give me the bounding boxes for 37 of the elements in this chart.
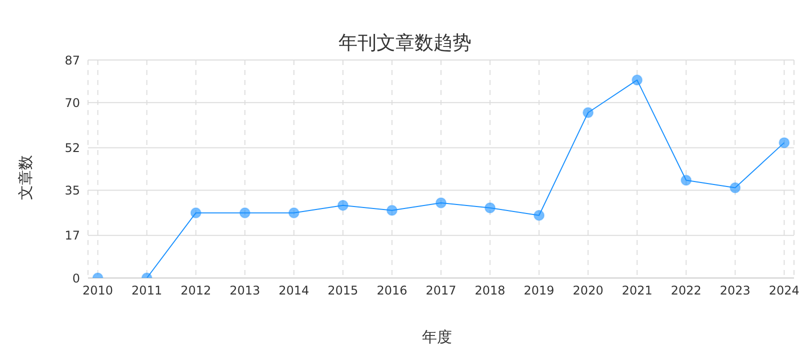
x-tick-label: 2022 — [670, 284, 702, 298]
y-tick-label: 0 — [72, 271, 80, 286]
x-tick-label: 2018 — [474, 284, 506, 298]
x-tick-label: 2010 — [82, 284, 114, 298]
x-tick-label: 2021 — [622, 284, 652, 298]
x-tick-label: 2013 — [230, 284, 260, 298]
x-tick-label: 2024 — [768, 284, 800, 298]
point — [582, 107, 594, 118]
point — [239, 207, 250, 218]
x-tick-label: 2015 — [328, 284, 358, 298]
point — [288, 207, 300, 218]
x-tick-label: 2016 — [376, 284, 408, 298]
x-tick-label: 2014 — [278, 284, 310, 298]
point — [386, 204, 398, 216]
point — [778, 137, 790, 148]
chart-title: 年刊文章数趋势 — [338, 32, 472, 54]
y-axis-title: 文章数 — [16, 155, 36, 200]
y-tick-label: 35 — [64, 184, 80, 198]
y-tick-label: 52 — [64, 140, 80, 155]
x-tick-label: 2017 — [426, 284, 456, 298]
y-tick-label: 70 — [64, 96, 80, 110]
y-tick-label: 17 — [64, 228, 80, 243]
point — [632, 74, 643, 86]
x-tick-label: 2020 — [572, 284, 604, 298]
point — [730, 182, 741, 194]
point — [534, 210, 545, 221]
x-tick-label: 2012 — [180, 284, 212, 298]
x-axis-title: 年度 — [421, 328, 453, 347]
point — [436, 197, 446, 208]
point — [337, 200, 348, 211]
point — [190, 207, 202, 218]
x-tick-label: 2019 — [524, 284, 554, 298]
y-tick-label: 87 — [64, 53, 80, 68]
point — [484, 202, 496, 214]
point — [680, 174, 692, 186]
x-tick-label: 2023 — [720, 284, 750, 298]
x-tick-label: 2011 — [132, 284, 162, 298]
